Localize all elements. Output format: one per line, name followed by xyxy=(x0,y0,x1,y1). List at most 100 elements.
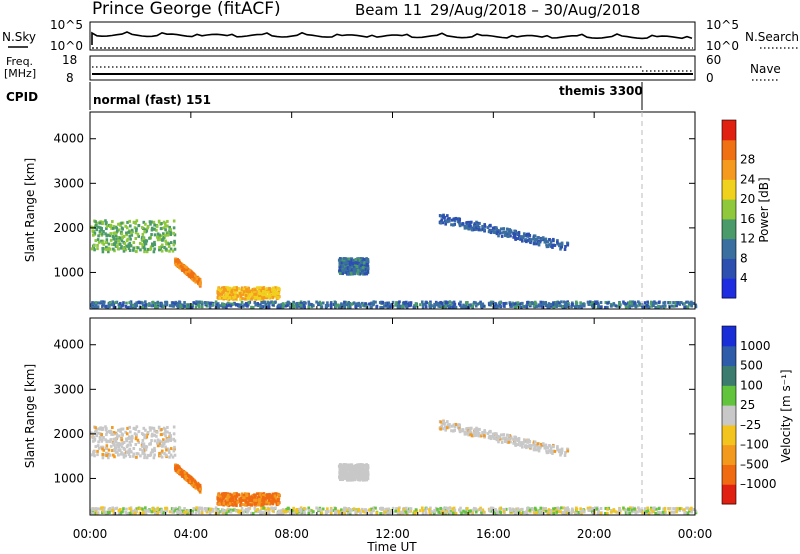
power-cell xyxy=(164,224,167,228)
power-cell xyxy=(134,221,137,225)
power-cell xyxy=(262,296,266,300)
power-cell xyxy=(160,243,164,247)
power-cell xyxy=(363,265,366,269)
velocity-cell xyxy=(365,469,368,473)
velocity-cell xyxy=(626,511,629,515)
velocity-cell xyxy=(101,426,105,430)
velocity-cell xyxy=(251,497,254,501)
velocity-cell xyxy=(262,506,265,510)
power-cell xyxy=(162,235,166,239)
velocity-cell xyxy=(143,446,146,450)
power-cell xyxy=(579,301,582,305)
velocity-cell xyxy=(346,511,350,515)
velocity-cell xyxy=(354,511,357,515)
velocity-cell xyxy=(101,445,105,449)
velocity-cell xyxy=(250,511,253,515)
power-cell xyxy=(162,305,165,309)
velocity-cell xyxy=(146,453,150,457)
velocity-cell xyxy=(341,464,344,468)
power-cell xyxy=(320,305,324,309)
velocity-cell xyxy=(379,512,382,516)
velocity-cell xyxy=(661,510,665,514)
velocity-cell xyxy=(216,497,220,501)
power-cell xyxy=(537,241,541,245)
velocity-cell xyxy=(96,453,99,457)
power-cell xyxy=(508,303,512,307)
power-cell xyxy=(475,226,478,230)
velocity-cell xyxy=(321,507,325,511)
power-cell xyxy=(449,304,452,308)
velocity-cell xyxy=(116,450,119,454)
velocity-cell xyxy=(680,507,683,511)
power-cell xyxy=(134,237,138,241)
power-cell xyxy=(133,226,137,230)
velocity-cell xyxy=(107,448,111,452)
velocity-cell xyxy=(532,441,536,445)
velocity-cell xyxy=(413,510,416,514)
power-cell xyxy=(346,261,350,265)
velocity-cell xyxy=(381,506,384,510)
power-cell xyxy=(122,247,126,251)
velocity-cell xyxy=(439,506,442,510)
velocity-cell xyxy=(251,493,255,497)
power-cell xyxy=(153,243,157,247)
velocity-cell xyxy=(631,506,635,510)
power-cell xyxy=(581,302,585,306)
power-cell xyxy=(282,303,286,307)
velocity-cell xyxy=(375,511,378,515)
velocity-ylabel: Slant Range [km] xyxy=(23,364,37,468)
power-cell xyxy=(125,233,129,237)
velocity-cell xyxy=(112,437,115,441)
power-cell xyxy=(575,301,579,305)
power-cell xyxy=(277,303,281,307)
velocity-cell xyxy=(111,508,115,512)
power-cell xyxy=(349,271,353,275)
power-cell xyxy=(272,291,275,295)
velocity-cell xyxy=(145,456,149,460)
velocity-cell xyxy=(280,509,283,513)
power-cell xyxy=(105,224,109,228)
velocity-cell xyxy=(401,510,405,514)
power-cell xyxy=(173,241,176,245)
velocity-cell xyxy=(258,500,261,504)
power-cell xyxy=(95,223,98,227)
velocity-cell xyxy=(126,426,129,430)
power-cell xyxy=(439,221,443,225)
velocity-cell xyxy=(340,467,344,471)
velocity-cell xyxy=(164,506,167,510)
velocity-cell xyxy=(567,507,570,511)
power-cell xyxy=(307,300,311,304)
velocity-cell xyxy=(663,510,667,514)
power-cell xyxy=(555,304,559,308)
power-cell xyxy=(350,302,353,306)
power-cell xyxy=(129,244,133,248)
power-cell xyxy=(198,300,201,304)
velocity-cell xyxy=(406,508,409,512)
power-cell xyxy=(179,305,183,309)
velocity-cell xyxy=(449,510,452,514)
power-cell xyxy=(446,220,449,224)
velocity-cell xyxy=(501,437,504,441)
power-cell xyxy=(286,301,290,305)
velocity-cell xyxy=(371,509,375,513)
power-cell xyxy=(624,305,628,309)
velocity-cell xyxy=(113,449,116,453)
power-cell xyxy=(386,305,390,309)
velocity-cell xyxy=(342,465,346,469)
power-cell xyxy=(110,226,113,230)
power-cell xyxy=(365,263,368,267)
power-cell xyxy=(520,237,523,241)
velocity-cell xyxy=(361,509,365,513)
power-cell xyxy=(227,301,230,305)
power-cell xyxy=(352,258,355,262)
velocity-cell xyxy=(421,511,425,515)
velocity-cell xyxy=(172,437,176,441)
power-cell xyxy=(158,235,161,239)
velocity-cell xyxy=(147,509,150,513)
power-cell xyxy=(155,228,158,232)
power-cell xyxy=(404,304,408,308)
power-cell xyxy=(489,223,492,227)
power-cell xyxy=(259,286,262,290)
power-cell xyxy=(604,300,608,304)
